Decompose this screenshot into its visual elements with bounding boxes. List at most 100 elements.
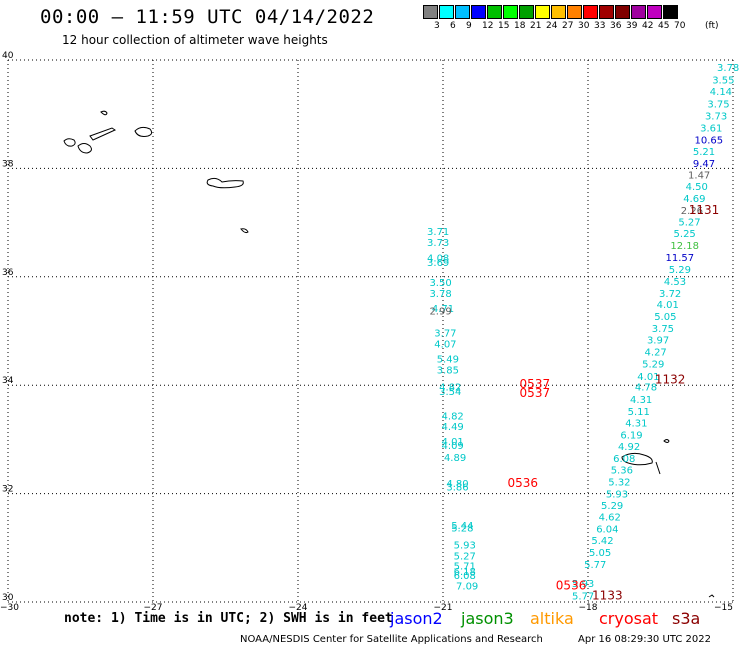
wave-height-value: 4.92 xyxy=(618,442,640,453)
wave-height-value: 6.18 xyxy=(454,567,476,578)
wave-height-value: 4.80 xyxy=(446,479,468,490)
longitude-label: −30 xyxy=(0,603,19,613)
wave-height-value: 5.93 xyxy=(606,489,628,500)
wave-height-value: 3.55 xyxy=(712,75,734,86)
wave-height-value: 5.32 xyxy=(608,477,630,488)
wave-height-value: 6.19 xyxy=(620,430,642,441)
wave-height-value: 3.77 xyxy=(434,328,456,339)
wave-height-value: 5.29 xyxy=(669,265,691,276)
pass-time-label: 1131 xyxy=(689,203,720,217)
scale-swatch xyxy=(631,5,646,19)
wave-height-value: 4.01 xyxy=(657,300,679,311)
scale-swatch xyxy=(567,5,582,19)
scale-swatch xyxy=(519,5,534,19)
wave-height-value: 4.89 xyxy=(444,453,466,464)
wave-height-value: 4.14 xyxy=(710,87,732,98)
color-scale-labels: 3 6 9 12 15 18 21 24 27 30 33 36 39 42 45 70 (ft) xyxy=(423,21,719,35)
scale-swatch xyxy=(599,5,614,19)
wave-height-value: 11.57 xyxy=(666,253,695,264)
scale-label: 42 xyxy=(642,21,654,31)
wave-height-value: 5.93 xyxy=(454,540,476,551)
wave-height-value: 4.49 xyxy=(442,422,464,433)
scale-label: 24 xyxy=(546,21,558,31)
wave-height-value: 9.47 xyxy=(693,159,715,170)
scale-label: 36 xyxy=(610,21,622,31)
scale-unit: (ft) xyxy=(705,21,719,31)
scale-label: 45 xyxy=(658,21,670,31)
island-outline xyxy=(206,177,244,189)
pass-time-label: 0537 xyxy=(520,386,551,400)
scale-label: 39 xyxy=(626,21,638,31)
wave-height-value: 3.73 xyxy=(427,238,449,249)
wave-height-value: 3.86 xyxy=(446,482,468,493)
generated-timestamp: Apr 16 08:29:30 UTC 2022 xyxy=(578,634,711,645)
wave-height-value: 3.73 xyxy=(705,112,727,123)
wave-readings: 3.783.554.143.753.733.6110.655.219.471.4… xyxy=(427,63,739,602)
wave-height-value: 5.77 xyxy=(584,560,606,571)
wave-height-value: 4.69 xyxy=(683,194,705,205)
axis-labels: −30 −27 −24 −21 −18 −15 30 32 34 36 38 40 xyxy=(0,51,733,613)
color-scale-swatches xyxy=(423,5,679,19)
scale-swatch xyxy=(455,5,470,19)
wave-height-value: 3.97 xyxy=(647,335,669,346)
latitude-label: 40 xyxy=(2,51,14,61)
island-outline xyxy=(655,461,661,475)
wave-height-value: 3.54 xyxy=(439,387,461,398)
scale-swatch xyxy=(535,5,550,19)
island-outline xyxy=(77,143,92,154)
wave-height-value: 4.31 xyxy=(630,395,652,406)
island-outline xyxy=(100,110,108,116)
map-title: 00:00 – 11:59 UTC 04/14/2022 xyxy=(40,6,375,28)
wave-height-value: 5.27 xyxy=(454,552,476,563)
wave-height-value: 5.44 xyxy=(451,521,473,532)
wave-height-value: 5.29 xyxy=(601,501,623,512)
wave-height-value: 5.36 xyxy=(611,466,633,477)
wave-height-value: 4.82 xyxy=(442,411,464,422)
wave-height-value: 4.50 xyxy=(686,182,708,193)
wave-height-value: 10.65 xyxy=(695,135,724,146)
scale-label: 18 xyxy=(514,21,526,31)
scale-swatch xyxy=(423,5,438,19)
pass-time-label: 0536 xyxy=(507,476,538,490)
wave-height-value: 3.69 xyxy=(427,258,449,269)
legend-item: s3a xyxy=(672,609,701,628)
longitude-label: −21 xyxy=(434,603,453,613)
latitude-label: 36 xyxy=(2,268,14,278)
scale-swatch xyxy=(663,5,678,19)
island-outline xyxy=(663,439,670,443)
scale-label: 70 xyxy=(674,21,686,31)
wave-height-value: 3.50 xyxy=(429,278,451,289)
wave-height-value: 5.25 xyxy=(674,229,696,240)
wave-height-value: 5.77 xyxy=(572,591,594,602)
wave-height-value: 6.04 xyxy=(596,525,618,536)
wave-height-value: 5.28 xyxy=(451,524,473,535)
pass-time-label: 1133 xyxy=(592,588,623,602)
wave-height-value: 5.42 xyxy=(591,536,613,547)
wave-height-value: 3.85 xyxy=(437,365,459,376)
island-outline xyxy=(89,127,117,141)
wave-height-value: 4.71 xyxy=(432,304,454,315)
wave-height-value: 4.01 xyxy=(637,372,659,383)
pass-time-label: 0537 xyxy=(520,377,551,391)
wave-height-value: 3.75 xyxy=(707,100,729,111)
scale-swatch xyxy=(583,5,598,19)
wave-height-value: 5.93 xyxy=(572,579,594,590)
scale-swatch xyxy=(503,5,518,19)
scale-label: 9 xyxy=(466,21,472,31)
scale-swatch xyxy=(487,5,502,19)
scale-swatch xyxy=(615,5,630,19)
island-outline xyxy=(708,594,715,598)
wave-height-value: 5.27 xyxy=(678,217,700,228)
coastlines xyxy=(63,110,715,598)
scale-label: 6 xyxy=(450,21,456,31)
scale-label: 3 xyxy=(434,21,440,31)
scale-swatch xyxy=(471,5,486,19)
wave-height-value: 5.05 xyxy=(589,548,611,559)
longitude-label: −18 xyxy=(579,603,598,613)
wave-height-value: 4.53 xyxy=(664,277,686,288)
pass-time-label: 1132 xyxy=(655,373,686,387)
wave-height-value: 4.08 xyxy=(427,254,449,265)
longitude-label: −27 xyxy=(144,603,163,613)
wave-height-value: 3.71 xyxy=(427,227,449,238)
